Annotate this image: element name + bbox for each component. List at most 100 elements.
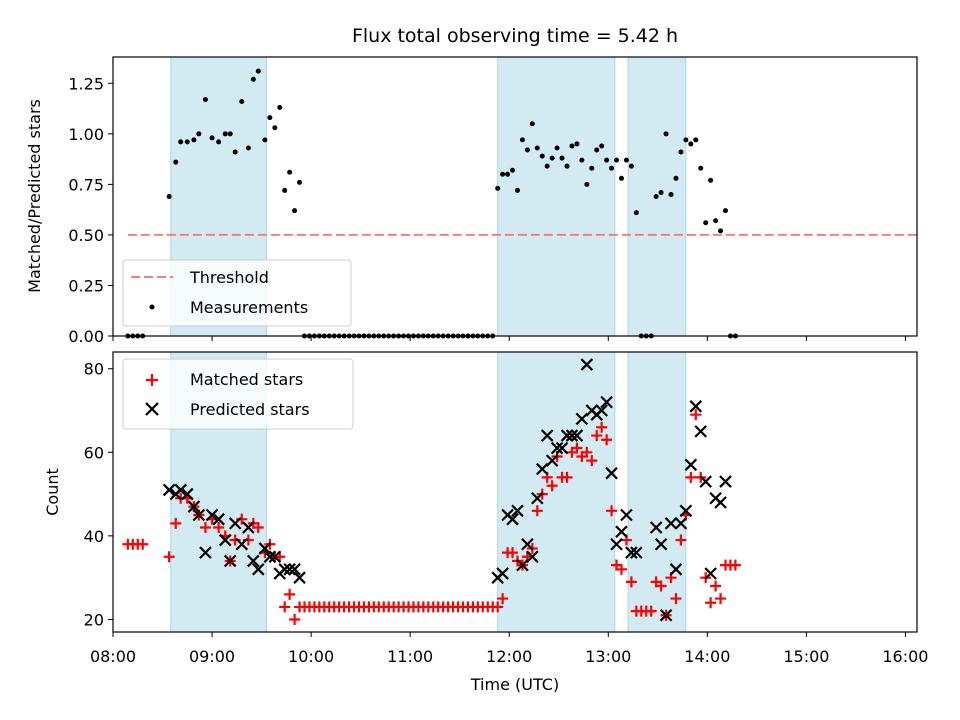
y-tick-label: 80 [84,360,104,379]
matched-point [715,593,727,605]
predicted-point [560,429,574,442]
predicted-point [689,400,703,413]
measurement-point [262,137,268,143]
bottom-x-axis: 08:00 09:00 10:00 11:00 12:00 13:00 14:00 15:00… [90,632,928,666]
matched-point [497,593,509,605]
predicted-point [228,517,242,530]
measurement-point [216,139,222,145]
x-tick-label: 11:00 [387,647,433,666]
measurement-point [633,210,639,216]
measurement-point [239,98,245,104]
x-tick-label: 10:00 [288,647,334,666]
measurement-point [222,131,228,137]
legend-matched-label: Matched stars [190,370,303,389]
predicted-point [268,550,282,564]
measurement-point [658,189,664,195]
measurement-point [599,143,605,149]
figure-title: Flux total observing time = 5.42 h [352,25,678,47]
measurement-point [569,143,575,149]
predicted-point [565,429,579,442]
measurement-point [668,191,674,197]
matched-point [591,430,603,442]
measurement-point [202,96,208,102]
measurement-point [272,125,278,131]
matched-point [252,522,264,534]
predicted-point [654,537,668,551]
predicted-point [242,521,255,534]
ratio-panel: 0.00 0.25 0.50 0.75 1.00 1.25 Matched/Predict… [25,56,918,346]
matched-point [615,563,627,575]
count-panel: 20 40 60 80 08:00 09:00 10:00 11:00 12:00 13:00 1… [43,351,928,694]
predicted-point [605,466,618,480]
predicted-point [235,537,249,551]
matched-point [596,421,608,433]
y-tick-label: 0.25 [68,276,104,295]
measurement-point [232,149,238,155]
matched-point [685,471,697,483]
measurement-point [693,137,699,143]
predicted-point [162,483,176,497]
measurement-point [559,155,565,161]
matched-point [729,559,741,571]
predicted-point [247,554,260,568]
y-tick-label: 40 [84,527,104,546]
matched-point [670,593,682,605]
x-tick-label: 14:00 [684,647,730,666]
predicted-point [620,508,633,522]
measurement-point [519,137,525,143]
x-tick-label: 16:00 [882,647,928,666]
bottom-legend: Matched stars Predicted stars [122,358,354,430]
matched-point [625,576,637,588]
predicted-point [181,487,194,501]
measurement-point [623,157,629,163]
y-tick-label: 60 [84,443,104,462]
measurement-point [683,137,689,143]
matched-point [137,538,149,550]
predicted-point [684,458,698,472]
predicted-point [669,563,683,576]
measurement-point [678,149,684,155]
measurement-point [178,139,184,145]
measurement-point [609,165,615,171]
measurement-point [539,153,545,159]
predicted-point [288,563,301,576]
predicted-point [615,525,628,538]
bottom-y-axis-label: Count [43,468,62,516]
predicted-point [714,496,727,509]
predicted-point [218,533,232,547]
top-y-axis: 0.00 0.25 0.50 0.75 1.00 1.25 [68,74,113,346]
measurement-point [628,163,634,169]
x-axis-label: Time (UTC) [470,675,559,694]
measurement-point [564,163,570,169]
measurement-point [245,145,251,151]
measurement-point [287,169,293,175]
matched-point [690,409,702,421]
measurement-point [673,175,679,181]
predicted-point [659,609,673,622]
measurement-point [579,157,585,163]
x-tick-label: 08:00 [90,647,136,666]
measurement-point [529,121,535,127]
matched-point [586,455,598,467]
x-tick-label: 15:00 [783,647,829,666]
predicted-point [630,546,643,559]
predicted-point [550,441,564,455]
measurement-point [227,131,233,137]
matched-point [645,605,657,617]
measurement-point [594,147,600,153]
observing-window [497,56,616,337]
measurement-point [722,208,728,214]
x-tick-label: 12:00 [486,647,532,666]
x-tick-label: 13:00 [585,647,631,666]
predicted-point [223,554,237,568]
measurement-point [173,159,179,165]
matched-point [606,505,618,517]
matched-point [213,522,225,534]
measurement-point [653,194,659,199]
measurement-point [574,141,580,147]
matched-point [546,480,558,492]
measurement-point [277,105,283,111]
predicted-point [293,571,306,584]
measurement-point [250,76,256,82]
predicted-point [199,546,212,559]
